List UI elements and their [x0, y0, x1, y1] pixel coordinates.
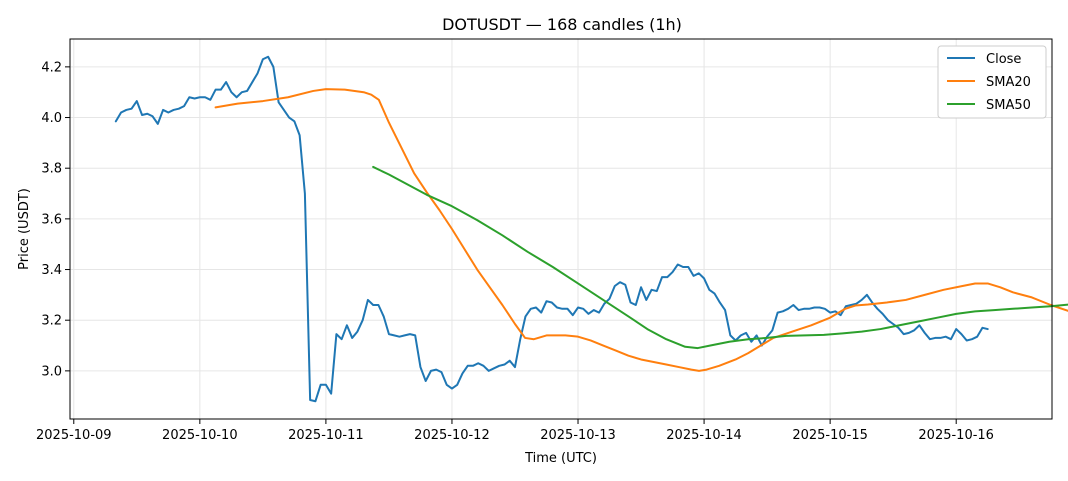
tick-layer: 2025-10-09 2025-10-10 2025-10-11 2025-10-12…: [36, 60, 994, 443]
x-tick-label: 2025-10-12: [414, 428, 490, 443]
x-tick-label: 2025-10-13: [540, 428, 616, 443]
legend: Close SMA20 SMA50: [937, 45, 1047, 119]
chart-title: DOTUSDT — 168 candles (1h): [442, 15, 682, 34]
x-tick-label: 2025-10-11: [288, 428, 364, 443]
y-tick-label: 3.6: [41, 212, 62, 227]
legend-box: [937, 45, 1047, 119]
x-tick-label: 2025-10-15: [792, 428, 868, 443]
plot-frame: [69, 38, 1053, 420]
y-tick-label: 3.0: [41, 364, 62, 379]
y-tick-label: 4.2: [41, 60, 62, 75]
series-line-sma50: [372, 165, 1068, 350]
y-axis-label: Price (USDT): [17, 188, 32, 270]
series-line-sma20: [214, 88, 1068, 372]
grid-layer: [70, 39, 1052, 419]
legend-label-close: Close: [986, 52, 1021, 67]
x-axis-label: Time (UTC): [524, 451, 597, 466]
x-tick-label: 2025-10-09: [36, 428, 112, 443]
y-tick-label: 3.8: [41, 162, 62, 177]
series-line-close: [114, 55, 989, 403]
x-tick-label: 2025-10-10: [162, 428, 238, 443]
y-tick-label: 3.2: [41, 314, 62, 329]
x-tick-label: 2025-10-14: [666, 428, 742, 443]
y-tick-label: 4.0: [41, 111, 62, 126]
y-tick-label: 3.4: [41, 263, 62, 278]
legend-label-sma20: SMA20: [986, 75, 1031, 90]
legend-label-sma50: SMA50: [986, 98, 1031, 113]
x-tick-label: 2025-10-16: [918, 428, 994, 443]
series-layer: [114, 55, 1068, 403]
